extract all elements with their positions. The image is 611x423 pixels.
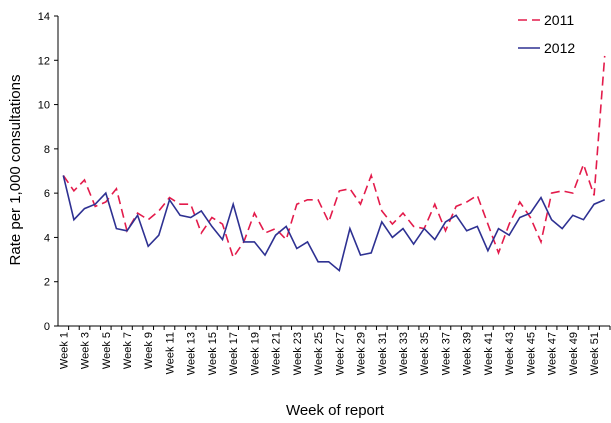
x-tick-label: Week 35 xyxy=(419,332,431,375)
x-tick-label: Week 13 xyxy=(186,332,198,375)
y-tick-label: 10 xyxy=(38,100,50,112)
x-tick-label: Week 5 xyxy=(101,332,113,369)
x-tick-label: Week 45 xyxy=(525,332,537,375)
x-tick-label: Week 17 xyxy=(228,332,240,375)
x-tick-label: Week 43 xyxy=(504,332,516,375)
y-tick-label: 14 xyxy=(38,11,50,23)
x-tick-label: Week 29 xyxy=(356,332,368,375)
x-tick-label: Week 19 xyxy=(249,332,261,375)
x-tick-label: Week 1 xyxy=(58,332,70,369)
x-tick-label: Week 41 xyxy=(483,332,495,375)
legend-label: 2012 xyxy=(544,40,575,56)
x-tick-label: Week 7 xyxy=(122,332,134,369)
y-tick-label: 2 xyxy=(44,277,50,289)
y-axis-title: Rate per 1,000 consultations xyxy=(7,75,24,266)
legend-label: 2011 xyxy=(544,12,574,28)
x-tick-label: Week 39 xyxy=(462,332,474,375)
x-tick-label: Week 11 xyxy=(164,332,176,374)
x-tick-label: Week 27 xyxy=(334,332,346,375)
x-tick-label: Week 25 xyxy=(313,332,325,375)
y-tick-label: 0 xyxy=(44,321,50,333)
x-tick-label: Week 9 xyxy=(143,332,155,369)
x-tick-label: Week 21 xyxy=(271,332,283,375)
series-line xyxy=(62,55,606,260)
x-tick-label: Week 47 xyxy=(547,332,559,375)
y-tick-label: 12 xyxy=(38,55,50,67)
x-tick-label: Week 31 xyxy=(377,332,389,375)
series-line xyxy=(62,175,606,273)
x-tick-label: Week 15 xyxy=(207,332,219,375)
y-tick-label: 4 xyxy=(44,232,50,244)
y-tick-label: 6 xyxy=(44,188,50,200)
x-tick-label: Week 23 xyxy=(292,332,304,375)
x-tick-label: Week 49 xyxy=(568,332,580,375)
x-tick-label: Week 51 xyxy=(589,332,601,375)
x-tick-label: Week 33 xyxy=(398,332,410,375)
x-tick-label: Week 3 xyxy=(80,332,92,369)
x-axis-title: Week of report xyxy=(286,402,385,419)
y-tick-label: 8 xyxy=(44,144,50,156)
x-tick-label: Week 37 xyxy=(440,332,452,375)
